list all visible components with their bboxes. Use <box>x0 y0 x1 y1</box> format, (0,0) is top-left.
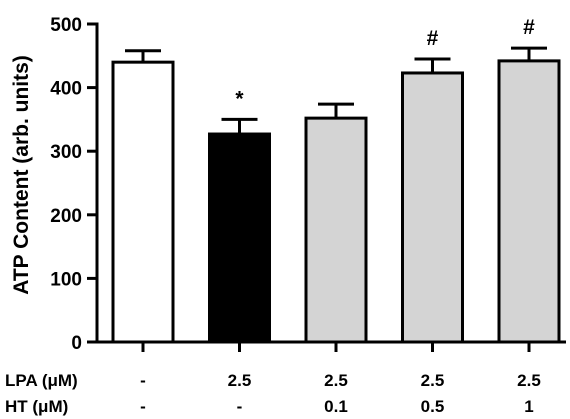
bar <box>208 132 271 344</box>
y-tick-label: 0 <box>71 333 82 354</box>
bar <box>304 116 368 344</box>
y-tick-label: 200 <box>50 206 82 227</box>
significance-marker: # <box>427 27 439 50</box>
y-tick-label: 400 <box>50 79 82 100</box>
y-tick-label: 500 <box>50 15 82 36</box>
condition-value: 2.5 <box>324 371 348 390</box>
significance-markers-group: * # # <box>235 16 535 110</box>
bar <box>401 71 464 344</box>
condition-value: - <box>140 397 146 416</box>
y-tick-label: 100 <box>50 269 82 290</box>
y-ticks-group: 0 100 200 300 400 500 <box>50 15 531 354</box>
y-axis-title: ATP Content (arb. units) <box>10 55 33 295</box>
y-tick-label: 300 <box>50 142 82 163</box>
significance-marker: # <box>523 16 535 39</box>
condition-value: - <box>237 397 243 416</box>
bar <box>497 59 561 344</box>
condition-value: - <box>140 371 146 390</box>
condition-value: 2.5 <box>421 371 445 390</box>
condition-table: LPA (μM) - 2.5 2.5 2.5 2.5 HT (μM) - - 0.1 0.5 1 <box>5 371 541 416</box>
bar <box>111 60 175 344</box>
condition-value: 0.1 <box>324 397 348 416</box>
error-bars-group <box>125 46 547 135</box>
condition-row-label: LPA (μM) <box>5 371 78 390</box>
condition-value: 0.5 <box>421 397 445 416</box>
condition-value: 1 <box>524 397 533 416</box>
condition-row-label: HT (μM) <box>5 397 68 416</box>
condition-value: 2.5 <box>228 371 252 390</box>
condition-value: 2.5 <box>517 371 541 390</box>
significance-marker: * <box>235 87 244 110</box>
